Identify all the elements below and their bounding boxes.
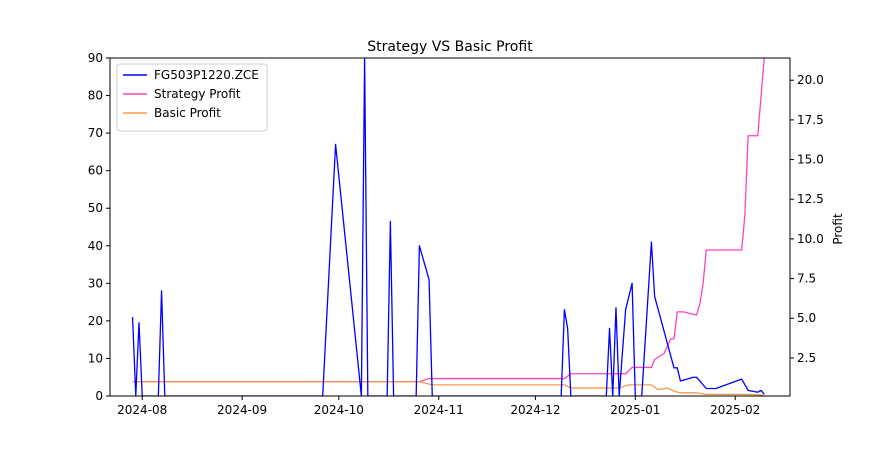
axes: 2024-08 2024-09 2024-10 2024-11 2024-12 2025-… [88,51,824,417]
y-right-tick-label: 2.5 [797,351,816,365]
y-left-tick-label: 90 [88,51,103,65]
x-tick-label: 2025-02 [710,403,760,417]
y-right-tick-label: 10.0 [797,232,824,246]
right-axis-label: Profit [831,213,845,245]
legend-label: Strategy Profit [154,87,241,101]
y-right-tick-label: 15.0 [797,153,824,167]
y-left-tick-label: 50 [88,201,103,215]
x-tick-label: 2024-10 [314,403,364,417]
legend-box [116,63,268,132]
legend-label: Basic Profit [154,106,221,120]
legend-label: FG503P1220.ZCE [154,68,259,82]
y-right-tick-label: 12.5 [797,192,824,206]
series-line-fg503p1220-zce [131,58,765,396]
series-line-basic-profit [132,381,765,396]
y-left-tick-label: 70 [88,126,103,140]
y-left-tick-label: 30 [88,276,103,290]
chart-title: Strategy VS Basic Profit [367,39,533,55]
y-left-tick-label: 40 [88,239,103,253]
y-left-tick-label: 20 [88,314,103,328]
x-tick-label: 2025-01 [610,403,660,417]
y-right-tick-label: 17.5 [797,113,824,127]
y-right-tick-label: 7.5 [797,272,816,286]
x-tick-label: 2024-09 [217,403,267,417]
y-left-tick-label: 60 [88,164,103,178]
y-left-tick-label: 0 [95,389,103,403]
plot-area [131,58,765,396]
y-right-tick-label: 20.0 [797,73,824,87]
y-right-tick-label: 5.0 [797,311,816,325]
legend: FG503P1220.ZCE Strategy Profit Basic Profi… [116,63,268,132]
x-tick-label: 2024-11 [414,403,464,417]
x-tick-label: 2024-12 [510,403,560,417]
x-tick-label: 2024-08 [117,403,167,417]
y-left-tick-label: 80 [88,89,103,103]
y-left-tick-label: 10 [88,351,103,365]
plot-frame [109,57,791,397]
